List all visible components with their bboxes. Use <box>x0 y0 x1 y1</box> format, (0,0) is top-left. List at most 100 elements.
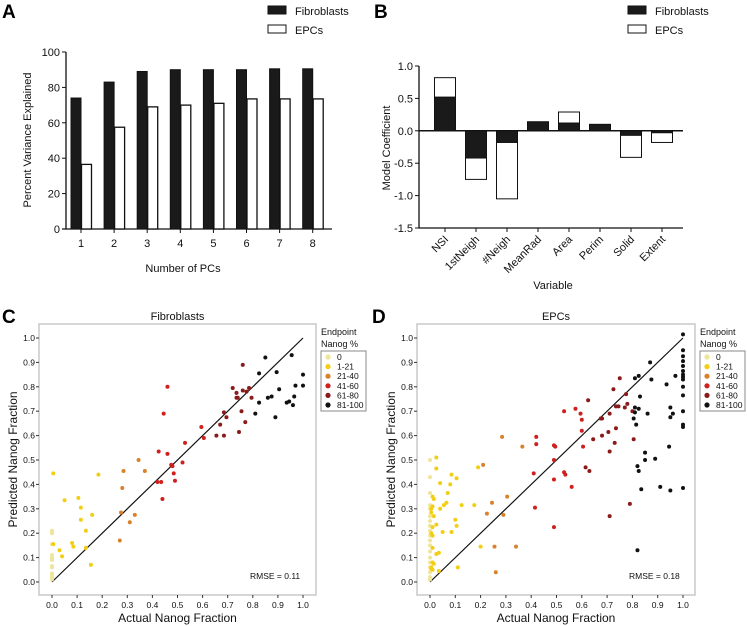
data-point-1-21 <box>76 495 81 500</box>
data-point-61-80 <box>607 449 612 454</box>
data-point-41-60 <box>201 436 206 441</box>
data-point-0 <box>428 555 432 560</box>
data-point-81-100 <box>293 383 298 388</box>
data-point-1-21 <box>444 500 449 505</box>
bar-fibroblasts <box>434 96 456 132</box>
legend-marker <box>325 392 331 398</box>
identity-line <box>51 337 304 583</box>
panel-label-d: D <box>372 307 386 328</box>
data-point-21-40 <box>514 544 519 549</box>
y-tick-label: 0.7 <box>401 406 413 416</box>
x-tick-label: 0.6 <box>197 600 209 610</box>
y-tick-label: 0.7 <box>23 406 35 416</box>
data-point-1-21 <box>434 455 439 460</box>
data-point-1-21 <box>449 472 454 477</box>
bar-fibroblasts <box>236 69 247 230</box>
data-point-1-21 <box>83 545 88 550</box>
bar-fibroblasts <box>527 121 549 132</box>
data-point-81-100 <box>277 387 282 392</box>
panel-label-b: B <box>374 2 388 23</box>
data-point-0 <box>428 519 432 523</box>
y-tick-label: 0.1 <box>401 553 413 563</box>
data-point-81-100 <box>269 394 274 399</box>
data-point-41-60 <box>534 442 539 447</box>
data-point-0 <box>428 543 432 548</box>
y-tick-label: 1.0 <box>398 61 413 73</box>
x-tick-label: 0.0 <box>424 600 436 610</box>
bar-epcs <box>279 98 291 230</box>
chart-title: Fibroblasts <box>151 311 205 323</box>
data-point-0 <box>428 538 432 543</box>
x-tick-label: 0.1 <box>449 600 461 610</box>
legend-marker <box>704 354 710 360</box>
x-tick-label: 0.9 <box>652 600 664 610</box>
data-point-41-60 <box>171 471 176 476</box>
bar-fibroblasts <box>589 123 611 132</box>
legend-marker <box>325 402 331 408</box>
data-point-61-80 <box>607 411 612 416</box>
y-tick-label: 0.2 <box>401 528 413 538</box>
data-point-81-100 <box>681 377 685 382</box>
data-point-21-40 <box>132 512 137 517</box>
panel-c-scatter: Fibroblasts 0.0 0.0 0.1 0.1 0.2 0.2 0.3 0.3 0.4 0.… <box>6 311 367 625</box>
data-point-41-60 <box>534 434 539 439</box>
data-point-81-100 <box>637 394 642 399</box>
data-point-61-80 <box>221 410 226 415</box>
data-point-41-60 <box>532 505 537 510</box>
legend-label: 41-60 <box>716 381 738 391</box>
data-point-0 <box>428 475 432 480</box>
data-point-81-100 <box>681 409 685 414</box>
data-point-81-100 <box>632 410 637 415</box>
data-point-1-21 <box>436 550 441 555</box>
data-point-81-100 <box>636 373 641 378</box>
y-tick-label: 0.4 <box>23 479 35 489</box>
data-point-1-21 <box>449 529 454 534</box>
legend-label: 1-21 <box>716 362 733 372</box>
data-point-61-80 <box>249 395 254 400</box>
bar-fibroblasts <box>496 130 518 143</box>
y-tick-label: 0.8 <box>23 382 35 392</box>
x-tick-label: 0.6 <box>576 600 588 610</box>
data-point-1-21 <box>455 565 460 570</box>
data-point-81-100 <box>643 458 648 462</box>
data-point-61-80 <box>240 362 245 367</box>
y-axis-label: Predicted Nanog Fraction <box>6 391 20 527</box>
bar-epcs <box>246 98 258 230</box>
data-point-41-60 <box>573 406 578 411</box>
x-tick-label: 0.7 <box>222 600 234 610</box>
data-point-41-60 <box>579 417 584 422</box>
data-point-81-100 <box>289 353 294 358</box>
bar-fibroblasts <box>558 122 580 132</box>
data-point-81-100 <box>681 332 685 337</box>
x-tick-label: 0.8 <box>247 600 259 610</box>
panel-d-scatter: EPCs 0.0 0.0 0.1 0.1 0.2 0.2 0.3 0.3 0.4 0.4 0.5 0.5… <box>384 311 746 625</box>
data-point-1-21 <box>430 545 435 550</box>
data-point-1-21 <box>90 512 95 517</box>
y-tick-label: 0.0 <box>23 577 35 587</box>
data-point-81-100 <box>257 400 262 405</box>
legend-marker <box>325 354 331 360</box>
data-point-81-100 <box>632 376 637 381</box>
data-point-41-60 <box>199 425 204 430</box>
data-point-81-100 <box>648 360 653 365</box>
data-point-21-40 <box>484 511 489 516</box>
x-tick-label: 4 <box>177 238 183 250</box>
rmse-annotation: RMSE = 0.11 <box>250 571 300 581</box>
data-point-1-21 <box>434 522 439 527</box>
data-point-1-21 <box>70 540 75 545</box>
y-tick-label: 0.6 <box>23 431 35 441</box>
x-axis-label: Number of PCs <box>145 263 221 275</box>
x-tick-label: 0.7 <box>601 600 613 610</box>
x-tick-label: Extent <box>638 234 669 265</box>
data-point-81-100 <box>301 383 305 388</box>
data-point-61-80 <box>243 420 248 425</box>
data-point-1-21 <box>445 490 450 495</box>
data-point-61-80 <box>235 395 240 400</box>
data-point-41-60 <box>563 472 568 477</box>
y-tick-label: 0.0 <box>401 577 413 587</box>
y-axis-label: Percent Variance Explained <box>22 73 34 208</box>
legend-marker <box>325 364 331 370</box>
data-point-61-80 <box>613 426 618 431</box>
